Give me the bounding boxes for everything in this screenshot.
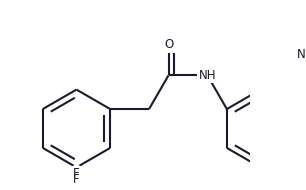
Text: F: F — [73, 173, 80, 186]
Text: N: N — [297, 48, 306, 61]
Text: O: O — [164, 38, 173, 51]
Text: NH: NH — [199, 69, 216, 82]
Text: F: F — [73, 167, 80, 180]
